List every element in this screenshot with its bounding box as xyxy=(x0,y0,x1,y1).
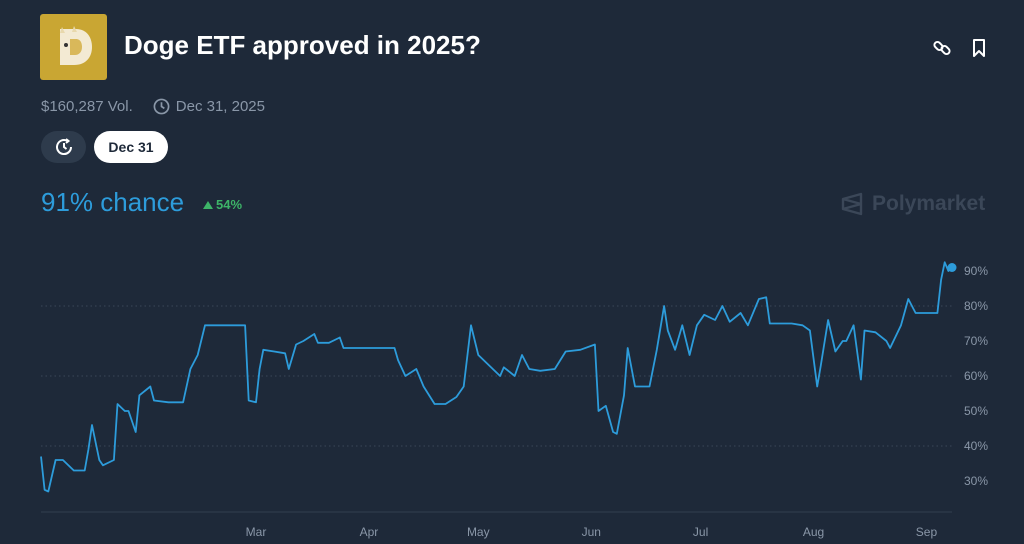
y-tick-label: 30% xyxy=(964,474,988,488)
y-tick-label: 50% xyxy=(964,404,988,418)
brand-name: Polymarket xyxy=(872,192,986,215)
y-tick-label: 90% xyxy=(964,264,988,278)
end-date: Dec 31, 2025 xyxy=(175,98,265,115)
volume: $160,287 Vol. xyxy=(41,98,133,115)
x-tick-label: May xyxy=(467,525,490,539)
chance-delta: 54% xyxy=(203,197,242,212)
history-clock-icon xyxy=(55,138,72,156)
triangle-up-icon xyxy=(203,200,213,209)
x-tick-label: Apr xyxy=(360,525,379,539)
x-tick-label: Jul xyxy=(693,525,708,539)
market-logo xyxy=(40,14,107,80)
y-tick-label: 80% xyxy=(964,299,988,313)
doge-coin-logo-icon xyxy=(59,26,92,65)
x-tick-label: Aug xyxy=(803,525,824,539)
polymarket-logo-icon xyxy=(841,192,863,216)
date-filter-chip[interactable]: Dec 31 xyxy=(94,131,168,163)
market-meta: $160,287 Vol. Dec 31, 2025 xyxy=(41,98,265,115)
y-tick-label: 70% xyxy=(964,334,988,348)
x-tick-label: Mar xyxy=(246,525,267,539)
bookmark-button[interactable] xyxy=(967,36,991,60)
chance-value: 91% chance xyxy=(41,187,185,217)
y-tick-label: 40% xyxy=(964,439,988,453)
link-icon xyxy=(933,40,951,56)
history-button[interactable] xyxy=(41,131,86,163)
copy-link-button[interactable] xyxy=(930,36,954,60)
polymarket-watermark: Polymarket xyxy=(840,192,985,216)
x-tick-label: Sep xyxy=(916,525,938,539)
current-value-dot xyxy=(947,263,957,272)
x-tick-label: Jun xyxy=(582,525,601,539)
y-tick-label: 60% xyxy=(964,369,988,383)
probability-line xyxy=(40,261,953,493)
market-title: Doge ETF approved in 2025? xyxy=(124,30,481,60)
clock-icon xyxy=(153,98,170,115)
bookmark-icon xyxy=(973,39,985,57)
delta-value: 54% xyxy=(216,197,243,212)
